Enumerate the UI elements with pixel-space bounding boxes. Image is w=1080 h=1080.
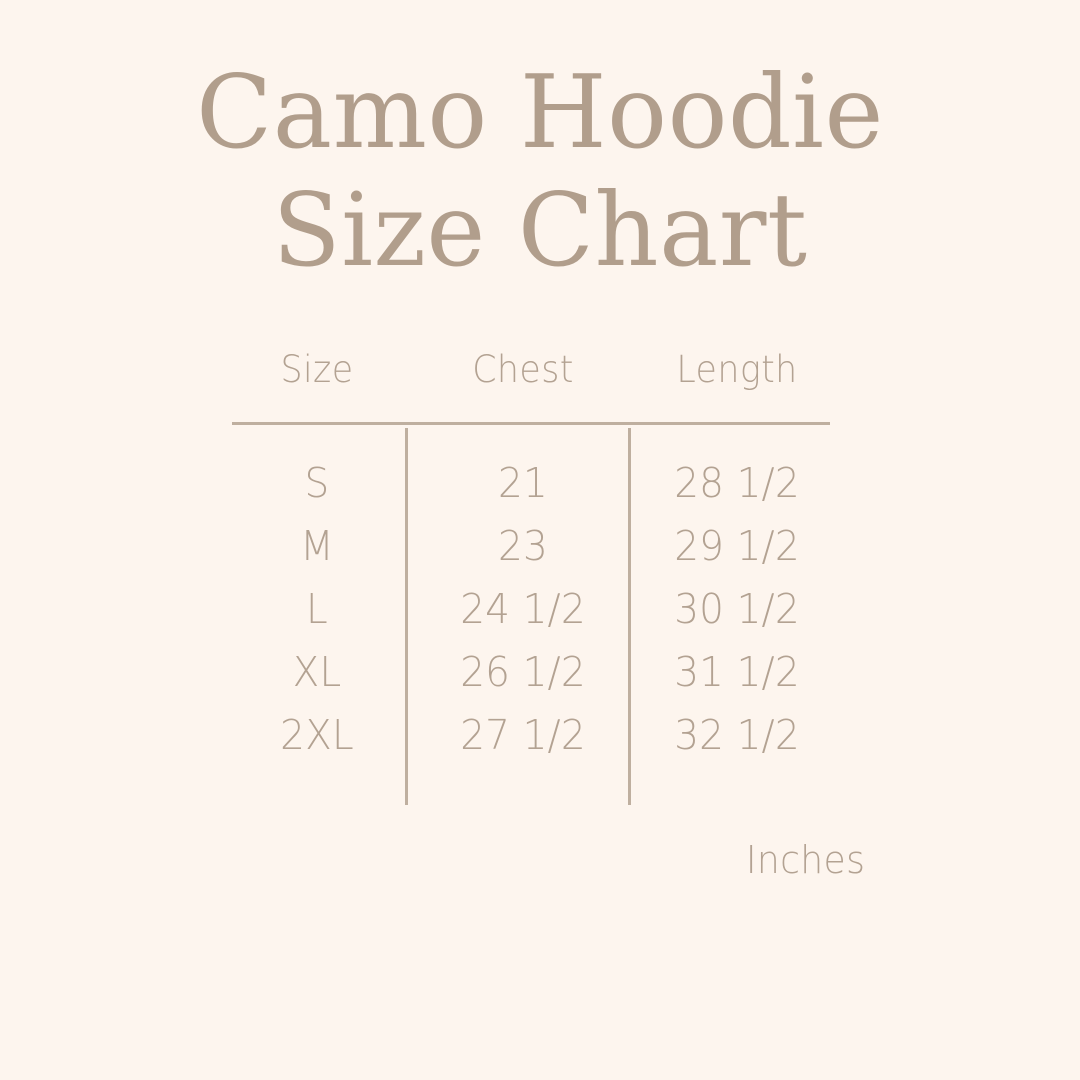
table-row: L 24 1/2 30 1/2 [232,578,830,641]
cell-size: 2XL [280,711,354,759]
cell-size: M [300,522,334,570]
cell-chest: 24 1/2 [460,585,586,633]
cell-chest: 21 [498,459,548,507]
column-header-length: Length [676,348,798,391]
table-row: 2XL 27 1/2 32 1/2 [232,704,830,767]
header-divider-rule [232,422,830,425]
units-label: Inches [745,838,866,882]
cell-size: L [306,585,328,633]
cell-size: XL [292,648,342,696]
cell-length: 31 1/2 [674,648,800,696]
table-body: S 21 28 1/2 M 23 29 1/2 L 24 1/2 30 1/2 … [232,428,830,805]
cell-chest: 27 1/2 [460,711,586,759]
page-title: Camo Hoodie Size Chart [0,62,1080,281]
cell-length: 29 1/2 [674,522,800,570]
cell-chest: 26 1/2 [460,648,586,696]
table-header-row: Size Chest Length [232,348,830,425]
title-line-subject: Size Chart [272,171,808,289]
column-divider-chest-length [628,428,631,805]
column-header-chest: Chest [472,348,574,391]
column-header-size: Size [280,348,354,391]
table-row: XL 26 1/2 31 1/2 [232,641,830,704]
title-line-product: Camo Hoodie [196,53,884,171]
table-row: S 21 28 1/2 [232,452,830,515]
table-row: M 23 29 1/2 [232,515,830,578]
cell-length: 32 1/2 [674,711,800,759]
cell-size: S [304,459,330,507]
cell-length: 30 1/2 [674,585,800,633]
cell-length: 28 1/2 [674,459,800,507]
column-divider-size-chest [405,428,408,805]
size-table: Size Chest Length S 21 28 1/2 M 23 29 1/… [232,348,830,805]
cell-chest: 23 [498,522,548,570]
